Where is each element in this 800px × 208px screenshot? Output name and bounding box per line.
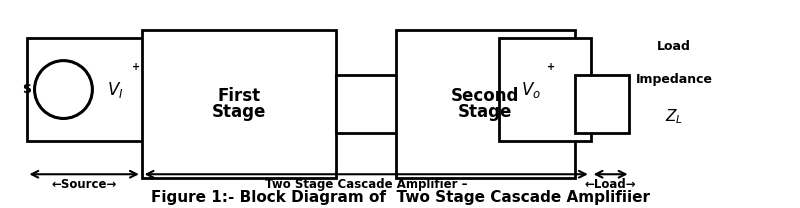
Text: $V_o$: $V_o$ [522,79,542,100]
Text: Stage: Stage [458,103,513,121]
Text: Figure 1:- Block Diagram of  Two Stage Cascade Amplifiier: Figure 1:- Block Diagram of Two Stage Ca… [150,190,650,205]
Text: First: First [218,87,261,105]
Bar [26,38,150,141]
Bar [337,75,404,133]
Bar [396,30,575,178]
Text: $V_I$: $V_I$ [107,79,123,100]
Text: Stage: Stage [212,103,266,121]
Text: ←Load→: ←Load→ [585,178,636,191]
Text: +: + [132,62,140,72]
Text: +: + [547,62,555,72]
Text: Load: Load [658,40,691,53]
Text: Two Stage Cascade Amplifier –: Two Stage Cascade Amplifier – [265,178,467,191]
Text: $Z_L$: $Z_L$ [665,107,683,126]
Bar [142,30,337,178]
Bar [499,38,590,141]
Bar [575,75,629,133]
Text: ←Source→: ←Source→ [51,178,117,191]
Circle shape [34,61,92,119]
Text: +: + [51,75,59,85]
Text: Impedance: Impedance [636,73,713,86]
Text: Second: Second [451,87,520,105]
Text: −: − [50,91,61,104]
Text: S: S [22,83,31,96]
